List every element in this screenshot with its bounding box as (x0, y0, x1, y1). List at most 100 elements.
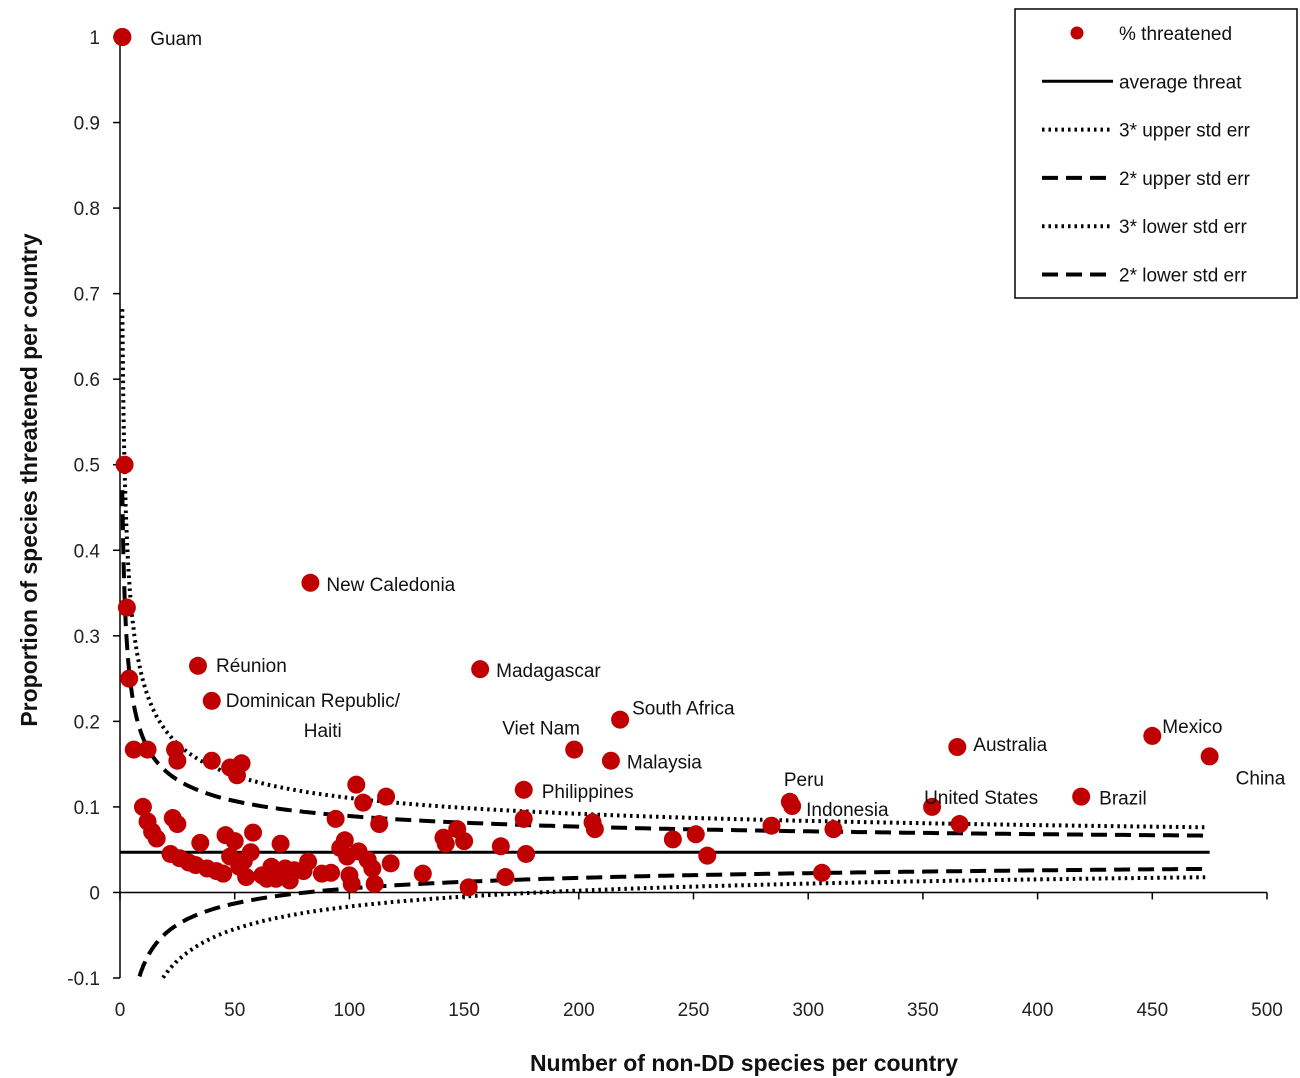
data-point (147, 829, 166, 848)
data-point (241, 843, 260, 862)
point-label: Réunion (216, 656, 287, 677)
legend-box (1014, 8, 1298, 299)
point-label: Haiti (304, 721, 342, 742)
3-upper-std-err-curve (120, 309, 1208, 830)
data-point (491, 837, 510, 856)
legend-label: 2* lower std err (1119, 266, 1247, 287)
legend-label: 3* upper std err (1119, 121, 1251, 142)
point-label: Dominican Republic/ (226, 691, 401, 712)
labeled-data-point (783, 797, 802, 816)
2-lower-std-err-curve (137, 866, 1208, 978)
labeled-data-point (188, 656, 207, 675)
data-point (225, 832, 244, 851)
y-tick-label: -0.1 (67, 969, 100, 990)
point-label: Philippines (542, 782, 634, 803)
y-tick-label: 0.3 (74, 627, 100, 648)
data-point (202, 751, 221, 770)
labeled-data-point (113, 28, 132, 46)
legend-label: 3* lower std err (1119, 217, 1247, 238)
point-label: Mexico (1162, 717, 1222, 738)
data-point (377, 787, 396, 806)
x-tick-label: 200 (563, 1000, 595, 1021)
data-point (214, 864, 233, 883)
labeled-data-point (1072, 787, 1091, 806)
x-axis-title: Number of non-DD species per country (530, 1050, 958, 1076)
point-label: Brazil (1099, 789, 1147, 810)
point-label: Viet Nam (502, 719, 580, 740)
data-point (322, 863, 341, 882)
y-tick-label: 1 (89, 28, 100, 49)
data-point (824, 820, 843, 839)
x-tick-label: 0 (115, 1000, 126, 1021)
data-point (413, 864, 432, 883)
legend-label: average threat (1119, 72, 1242, 93)
legend-label: 2* upper std err (1119, 169, 1251, 190)
data-point (347, 775, 366, 794)
data-point (363, 859, 382, 878)
y-tick-label: 0.2 (74, 712, 100, 733)
data-points (113, 28, 1219, 897)
data-point (138, 740, 157, 759)
x-tick-label: 500 (1251, 1000, 1283, 1021)
point-label: United States (924, 788, 1038, 809)
data-point (762, 816, 781, 835)
data-point (436, 834, 455, 853)
labeled-data-point (514, 780, 533, 799)
point-label: Malaysia (627, 753, 702, 774)
data-point (168, 751, 187, 770)
labeled-data-point (471, 660, 490, 679)
data-point (335, 831, 354, 850)
data-point (459, 878, 478, 897)
data-point (950, 815, 969, 834)
x-tick-label: 450 (1136, 1000, 1168, 1021)
data-point (299, 852, 318, 871)
data-point (117, 598, 136, 617)
labeled-data-point (301, 573, 320, 592)
x-tick-label: 350 (907, 1000, 939, 1021)
labeled-data-point (948, 738, 967, 757)
point-label: Madagascar (496, 661, 601, 682)
point-label: New Caledonia (326, 575, 455, 596)
y-tick-label: 0.6 (74, 370, 100, 391)
data-point (517, 844, 536, 863)
y-tick-label: 0.9 (74, 114, 100, 135)
legend-label: % threatened (1119, 24, 1232, 45)
y-tick-label: 0.4 (74, 541, 101, 562)
labeled-data-point (923, 797, 942, 816)
data-point (698, 846, 717, 865)
data-point (115, 455, 134, 474)
point-labels: Guam New Caledonia Réunion Dominican Republ… (150, 29, 1285, 821)
x-ticks: 0 50 100 150 200 250 300 350 400 450 500 (115, 892, 1283, 1021)
data-point (812, 863, 831, 882)
data-point (365, 874, 384, 893)
data-point (514, 809, 533, 828)
data-point (237, 868, 256, 887)
data-point (326, 809, 345, 828)
y-tick-label: 0.1 (74, 798, 100, 819)
data-point (124, 740, 143, 759)
x-tick-label: 400 (1022, 1000, 1054, 1021)
point-label: China (1236, 768, 1286, 789)
point-label: Guam (150, 29, 202, 50)
x-tick-label: 300 (792, 1000, 824, 1021)
legend-point-swatch (1070, 26, 1084, 40)
data-point (663, 830, 682, 849)
data-point (381, 854, 400, 873)
labeled-data-point (202, 691, 221, 710)
y-axis-title: Proportion of species threatened per cou… (16, 233, 42, 727)
labeled-data-point (1200, 747, 1219, 766)
y-tick-label: 0.8 (74, 199, 100, 220)
y-tick-label: 0.5 (74, 456, 100, 477)
2-upper-std-err-curve (120, 490, 1208, 838)
point-label: Australia (973, 735, 1047, 756)
point-label: Indonesia (806, 800, 889, 821)
y-tick-label: 0 (89, 883, 100, 904)
point-label: South Africa (632, 699, 735, 720)
data-point (168, 815, 187, 834)
data-point (191, 833, 210, 852)
data-point (342, 874, 361, 893)
3-lower-std-err-curve (161, 875, 1208, 979)
data-point (232, 754, 251, 773)
data-point (271, 834, 290, 853)
